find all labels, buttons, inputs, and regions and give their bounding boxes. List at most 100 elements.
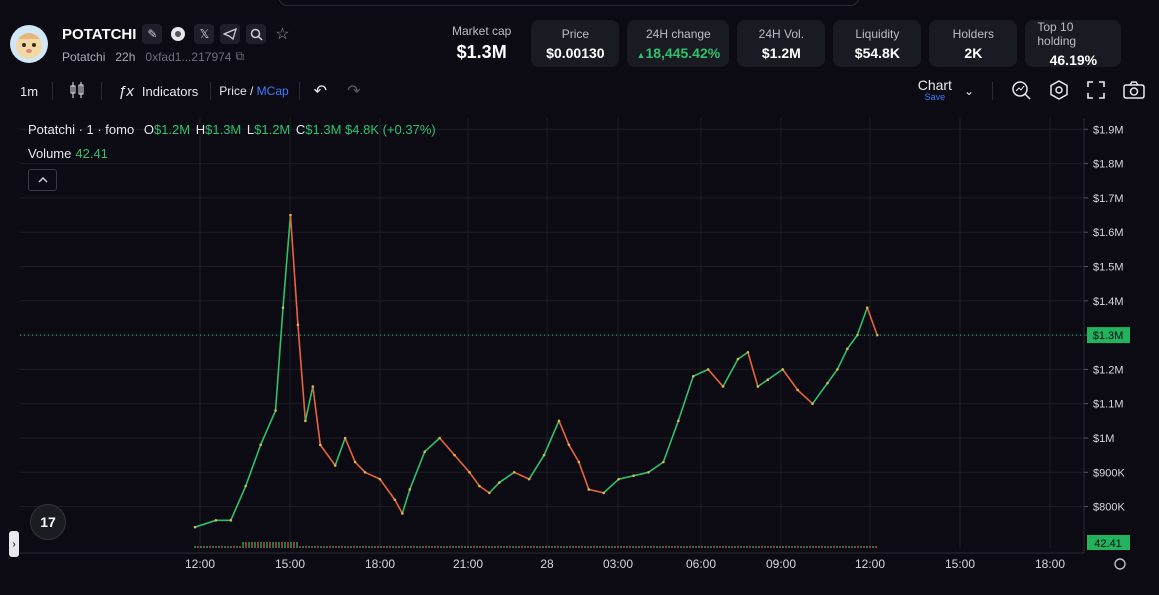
chevron-down-icon[interactable]: ⌄ xyxy=(963,84,974,98)
price-segment xyxy=(354,461,366,473)
expand-sidebar-chevron-icon[interactable]: › xyxy=(9,531,19,557)
price-point xyxy=(875,333,879,337)
tradingview-logo[interactable]: 17 xyxy=(30,504,66,540)
divider xyxy=(210,82,212,100)
price-point xyxy=(542,453,546,457)
x-twitter-icon[interactable]: 𝕏 xyxy=(194,24,215,44)
legend-low: $1.2M xyxy=(254,122,291,137)
chart-save-button[interactable]: Chart Save xyxy=(918,78,952,103)
legend-change: $4.8K (+0.37%) xyxy=(345,122,436,137)
price-point xyxy=(281,306,285,309)
stat-value: 2K xyxy=(964,44,983,61)
token-avatar[interactable] xyxy=(10,25,48,63)
legend-high: $1.3M xyxy=(205,122,242,137)
interval-button[interactable]: 1m xyxy=(20,83,39,99)
mcap-option[interactable]: MCap xyxy=(256,84,289,98)
fx-icon[interactable]: ƒx xyxy=(118,82,134,100)
edit-icon[interactable]: ✎ xyxy=(142,24,163,44)
price-segment xyxy=(409,451,426,490)
price-segment xyxy=(453,454,471,473)
token-name: POTATCHI xyxy=(62,25,137,43)
settings-hexagon-icon[interactable] xyxy=(1049,79,1069,103)
y-tick-label: $1.8M xyxy=(1093,159,1124,171)
divider xyxy=(52,82,54,100)
price-point xyxy=(811,402,814,406)
price-segment xyxy=(424,437,441,453)
stat-holders: Holders 2K xyxy=(929,20,1018,67)
copy-icon[interactable]: ⧉ xyxy=(235,49,245,63)
undo-icon[interactable]: ↶ xyxy=(313,83,328,100)
price-point xyxy=(577,460,581,464)
price-segment xyxy=(846,334,858,350)
price-point xyxy=(401,512,404,515)
stat-label: 24H Vol. xyxy=(758,26,805,41)
price-toggle[interactable]: Price / MCap xyxy=(219,84,288,98)
price-segment xyxy=(282,214,292,308)
platform-icon[interactable] xyxy=(168,24,188,44)
y-tick-label: $1.1M xyxy=(1093,399,1124,411)
price-segment xyxy=(782,368,799,391)
price-segment xyxy=(707,368,724,388)
x-tick-label: 09:00 xyxy=(766,557,796,571)
x-tick-label: 21:00 xyxy=(453,557,483,571)
y-tick-label: $1.6M xyxy=(1093,227,1124,239)
legend-symbol: Potatchi · 1 · fomo xyxy=(28,122,135,137)
price-point xyxy=(304,419,307,423)
legend-close-label: C xyxy=(295,122,306,137)
price-segment xyxy=(274,307,284,411)
price-segment xyxy=(194,519,217,528)
price-point xyxy=(836,368,839,371)
telegram-icon[interactable] xyxy=(220,24,241,44)
legend-open-label: O xyxy=(143,122,154,137)
price-point xyxy=(229,519,233,522)
stat-24h-volume: 24H Vol. $1.2M xyxy=(737,20,826,67)
price-point xyxy=(423,450,427,454)
stat-24h-change: 24H change ▲18,445.42% xyxy=(627,20,730,67)
price-segment xyxy=(856,307,868,336)
collapse-legend-button[interactable] xyxy=(28,169,57,191)
price-option[interactable]: Price xyxy=(219,84,247,98)
token-header: POTATCHI ✎ 𝕏 ☆ Potatchi 22h 0xfad1...217… xyxy=(10,24,292,64)
save-label: Save xyxy=(924,92,946,102)
fullscreen-icon[interactable] xyxy=(1087,80,1105,102)
indicators-button[interactable]: Indicators xyxy=(141,83,199,99)
divider xyxy=(101,82,103,100)
price-point xyxy=(378,477,382,481)
token-age: 22h xyxy=(115,49,136,64)
price-point xyxy=(453,453,456,457)
y-tick-label: $1M xyxy=(1093,433,1114,445)
price-segment xyxy=(836,348,849,370)
stat-value: $54.8K xyxy=(854,44,900,61)
candles-icon[interactable] xyxy=(69,81,85,102)
stat-liquidity: Liquidity $54.8K xyxy=(833,20,922,67)
price-point xyxy=(766,378,770,381)
stat-price: Price $0.00130 xyxy=(531,20,620,67)
price-segment xyxy=(662,420,680,463)
price-point xyxy=(567,443,571,447)
y-tick-label: $800K xyxy=(1093,502,1125,514)
stat-label: Liquidity xyxy=(855,26,900,41)
stat-label: Top 10 holding xyxy=(1037,19,1077,48)
last-price-label: $1.3M xyxy=(1093,330,1124,342)
token-address[interactable]: 0xfad1...217974 xyxy=(145,49,232,64)
y-tick-label: $1.3M xyxy=(1093,330,1124,342)
chart-toolbar: 1m ƒx Indicators Price / MCap ↶ ↷ Chart … xyxy=(0,74,1159,108)
x-tick-label: 12:00 xyxy=(185,557,215,571)
price-point xyxy=(632,474,635,478)
search-icon[interactable] xyxy=(246,24,267,44)
stat-label: 24H change xyxy=(646,26,711,41)
x-tick-label: 28 xyxy=(540,557,554,571)
volume-value-label: 42.41 xyxy=(1094,538,1122,550)
price-segment xyxy=(319,444,336,466)
camera-icon[interactable] xyxy=(1123,80,1145,102)
star-icon[interactable]: ☆ xyxy=(275,26,290,43)
chevron-up-icon xyxy=(37,177,48,183)
token-subtitle: Potatchi xyxy=(62,49,106,64)
price-point xyxy=(826,381,829,385)
magnifier-chart-icon[interactable] xyxy=(1011,80,1031,103)
price-point xyxy=(214,519,218,522)
price-point xyxy=(438,436,441,440)
price-segment xyxy=(344,437,356,463)
price-point xyxy=(721,385,725,388)
redo-icon[interactable]: ↷ xyxy=(347,83,361,100)
